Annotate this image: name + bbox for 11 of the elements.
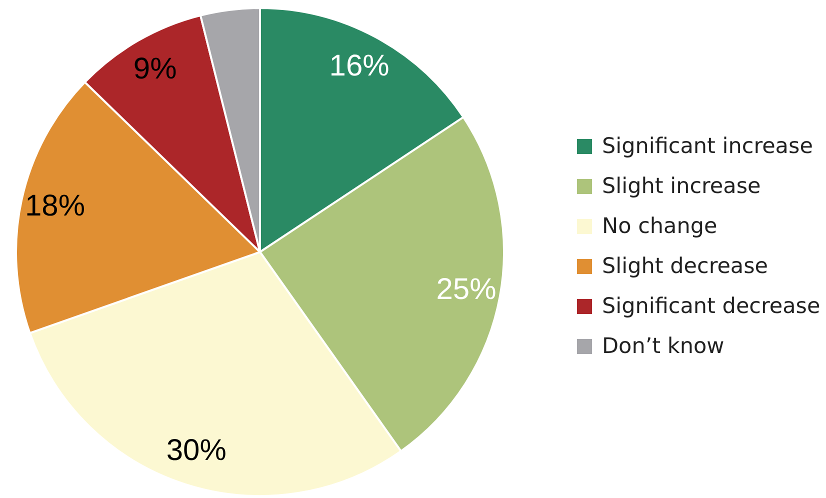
- legend-label: Don’t know: [602, 334, 724, 358]
- legend-label: No change: [602, 214, 718, 238]
- legend-label: Significant decrease: [602, 294, 820, 318]
- legend-label: Significant increase: [602, 134, 813, 158]
- data-label: 30%: [166, 434, 226, 468]
- data-label: 18%: [24, 189, 86, 222]
- legend-label: Slight increase: [602, 174, 761, 198]
- data-label: 16%: [329, 49, 390, 82]
- data-label: 9%: [133, 52, 177, 86]
- legend-label: Slight decrease: [602, 254, 768, 278]
- data-label: 25%: [436, 272, 496, 306]
